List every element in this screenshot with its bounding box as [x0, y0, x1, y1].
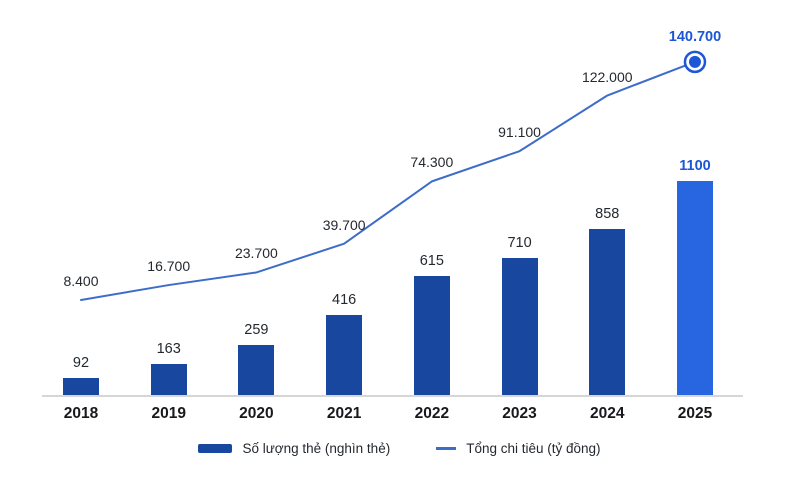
x-label-2020: 2020 [239, 405, 274, 422]
bar-2021 [326, 315, 363, 396]
bar-value-label-2018: 92 [72, 355, 90, 371]
bar-2023 [501, 258, 538, 396]
legend-item-spending: Tổng chi tiêu (tỷ đồng) [436, 441, 601, 456]
line-value-label-2020: 23.700 [234, 245, 278, 262]
x-label-2024: 2024 [590, 405, 625, 422]
bar-value-label-2023: 710 [507, 235, 532, 251]
legend: Số lượng thẻ (nghìn thẻ) Tổng chi tiêu (… [0, 441, 799, 456]
line-value-label-2023: 91.100 [498, 124, 541, 141]
bar-value-label-2021: 416 [332, 292, 357, 308]
x-label-2025: 2025 [677, 405, 713, 422]
bar-2019 [150, 364, 187, 396]
line-value-label-2022: 74.300 [410, 154, 454, 171]
bar-2025 [676, 181, 713, 396]
line-series-swatch-icon [436, 447, 457, 450]
line-value-label-2024: 122.000 [581, 68, 633, 85]
bar-2018 [63, 378, 99, 396]
line-value-label-2018: 8.400 [63, 273, 99, 289]
line-end-marker-ring [683, 50, 707, 74]
x-label-2021: 2021 [326, 405, 362, 422]
line-value-label-2025: 140.700 [668, 28, 722, 45]
bar-value-label-2022: 615 [419, 253, 444, 269]
bar-series-swatch-icon [198, 444, 233, 453]
bar-value-label-2025: 1100 [679, 158, 711, 174]
bar-value-label-2020: 259 [244, 322, 269, 338]
line-value-label-2021: 39.700 [322, 216, 366, 233]
x-label-2023: 2023 [502, 405, 537, 422]
bar-2020 [238, 345, 275, 396]
bar-2022 [413, 276, 450, 396]
bar-2024 [589, 229, 626, 396]
bar-series-label: Số lượng thẻ (nghìn thẻ) [242, 441, 391, 456]
x-label-2018: 2018 [63, 405, 99, 422]
line-series-label: Tổng chi tiêu (tỷ đồng) [466, 441, 601, 456]
legend-item-cards: Số lượng thẻ (nghìn thẻ) [198, 441, 390, 456]
x-label-2019: 2019 [151, 405, 186, 422]
line-value-label-2019: 16.700 [147, 258, 191, 275]
x-label-2022: 2022 [414, 405, 450, 422]
bar-value-label-2024: 858 [595, 206, 620, 222]
line-end-marker-dot [688, 55, 701, 68]
bar-value-label-2019: 163 [156, 341, 181, 357]
x-axis-line [42, 395, 743, 397]
